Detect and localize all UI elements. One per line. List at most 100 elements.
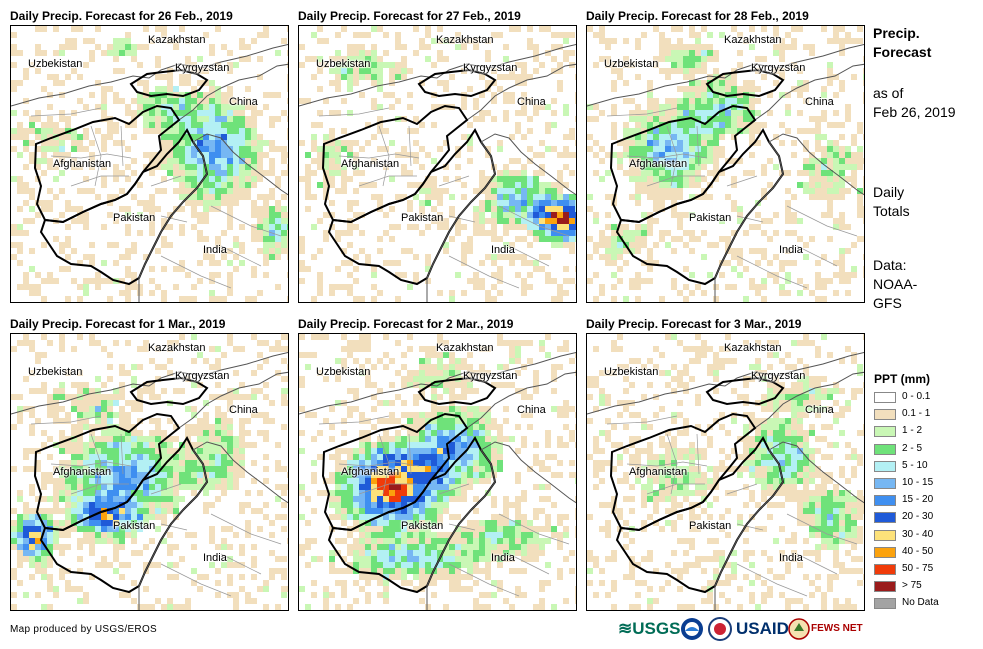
- legend-label: 15 - 20: [902, 494, 934, 506]
- usaid-logo: USAID: [736, 619, 789, 638]
- admin-boundary: [666, 125, 678, 187]
- legend-swatch: [874, 477, 896, 489]
- legend-label: 20 - 30: [902, 511, 934, 523]
- admin-boundary: [120, 433, 124, 475]
- sidebar-data-line3: GFS: [873, 295, 902, 311]
- admin-boundary: [736, 523, 764, 531]
- admin-boundary: [210, 513, 282, 545]
- admin-boundary: [696, 433, 700, 475]
- admin-boundary: [318, 107, 390, 117]
- admin-boundary: [408, 125, 412, 167]
- precip-map-svg: [587, 334, 864, 610]
- country-label-afghanistan: Afghanistan: [341, 466, 400, 478]
- country-label-kazakhstan: Kazakhstan: [724, 34, 782, 46]
- panel-title-1: Daily Precip. Forecast for 26 Feb., 2019: [10, 9, 233, 23]
- legend-label: 5 - 10: [902, 459, 928, 471]
- legend-swatch: [874, 409, 896, 421]
- country-label-kazakhstan: Kazakhstan: [148, 34, 206, 46]
- country-label-india: India: [491, 552, 515, 564]
- country-label-kyrgyzstan: Kyrgyzstan: [175, 62, 230, 74]
- country-label-kazakhstan: Kazakhstan: [436, 34, 494, 46]
- sidebar-daily: Daily Totals: [873, 183, 910, 221]
- kyrgyzstan-border: [417, 68, 497, 98]
- admin-boundary: [70, 175, 129, 187]
- admin-boundary: [606, 415, 678, 425]
- country-label-pakistan: Pakistan: [113, 212, 156, 224]
- india-border: [714, 133, 864, 302]
- china-border: [178, 371, 288, 429]
- map-panel-3: Kazakhstan Uzbekistan Kyrgyzstan China Afgha…: [586, 25, 865, 303]
- country-label-afghanistan: Afghanistan: [629, 158, 688, 170]
- country-label-afghanistan: Afghanistan: [341, 158, 400, 170]
- sidebar-data-source: Data: NOAA- GFS: [873, 256, 917, 313]
- admin-boundary: [150, 483, 182, 495]
- country-label-china: China: [805, 96, 834, 108]
- country-label-afghanistan: Afghanistan: [53, 466, 112, 478]
- panel-title-6: Daily Precip. Forecast for 3 Mar., 2019: [586, 317, 802, 331]
- china-border: [466, 63, 576, 121]
- admin-boundary: [160, 563, 232, 597]
- country-label-china: China: [805, 404, 834, 416]
- country-label-kyrgyzstan: Kyrgyzstan: [175, 370, 230, 382]
- admin-boundary: [160, 215, 188, 223]
- admin-boundary: [726, 483, 758, 495]
- noaa-logo-icon: [681, 618, 703, 640]
- admin-boundary: [90, 125, 102, 187]
- china-border: [754, 371, 864, 429]
- country-label-china: China: [517, 96, 546, 108]
- admin-boundary: [220, 245, 262, 267]
- admin-boundary: [30, 415, 102, 425]
- admin-boundary: [50, 153, 132, 159]
- legend-swatch: [874, 563, 896, 575]
- admin-boundary: [438, 483, 470, 495]
- china-border: [178, 63, 288, 121]
- logo-strip: ≋USGS USAID FEWS NET: [618, 617, 863, 643]
- map-panel-6: Kazakhstan Uzbekistan Kyrgyzstan China Afgha…: [586, 333, 865, 611]
- sidebar-daily-line1: Daily: [873, 184, 905, 200]
- admin-boundary: [696, 125, 700, 167]
- admin-boundary: [726, 175, 758, 187]
- country-label-pakistan: Pakistan: [689, 212, 732, 224]
- legend-swatch: [874, 598, 896, 610]
- admin-boundary: [508, 245, 550, 267]
- country-label-china: China: [517, 404, 546, 416]
- admin-boundary: [626, 153, 708, 159]
- sidebar-title-line2: Forecast: [873, 44, 932, 60]
- country-label-uzbekistan: Uzbekistan: [316, 58, 371, 70]
- admin-boundary: [626, 461, 708, 467]
- legend-swatch: [874, 392, 896, 403]
- admin-boundary: [220, 553, 262, 575]
- kyrgyzstan-border: [129, 68, 209, 98]
- admin-boundary: [646, 175, 705, 187]
- precip-grid: [587, 334, 864, 610]
- admin-boundary: [338, 461, 420, 467]
- country-label-kyrgyzstan: Kyrgyzstan: [463, 370, 518, 382]
- china-border: [466, 371, 576, 429]
- precip-map-svg: [11, 26, 288, 302]
- precip-grid: [11, 334, 288, 610]
- country-label-china: China: [229, 404, 258, 416]
- doi-seal-icon: [708, 617, 732, 641]
- legend-swatch: [874, 512, 896, 524]
- precip-map-svg: [587, 26, 864, 302]
- sidebar-data-line2: NOAA-: [873, 276, 918, 292]
- admin-boundary: [448, 563, 520, 597]
- country-label-uzbekistan: Uzbekistan: [604, 366, 659, 378]
- country-label-kyrgyzstan: Kyrgyzstan: [751, 62, 806, 74]
- country-label-kyrgyzstan: Kyrgyzstan: [751, 370, 806, 382]
- country-label-china: China: [229, 96, 258, 108]
- legend-swatch: [874, 443, 896, 455]
- admin-boundary: [786, 205, 858, 237]
- kyrgyzstan-border: [129, 376, 209, 406]
- panel-title-2: Daily Precip. Forecast for 27 Feb., 2019: [298, 9, 521, 23]
- country-label-india: India: [779, 244, 803, 256]
- panel-title-4: Daily Precip. Forecast for 1 Mar., 2019: [10, 317, 226, 331]
- legend-swatch: [874, 546, 896, 558]
- country-label-uzbekistan: Uzbekistan: [28, 366, 83, 378]
- country-label-india: India: [779, 552, 803, 564]
- legend-swatch: [874, 426, 896, 438]
- admin-boundary: [606, 107, 678, 117]
- legend-label: 30 - 40: [902, 528, 934, 540]
- sidebar-asof-date: Feb 26, 2019: [873, 104, 956, 120]
- china-border: [754, 63, 864, 121]
